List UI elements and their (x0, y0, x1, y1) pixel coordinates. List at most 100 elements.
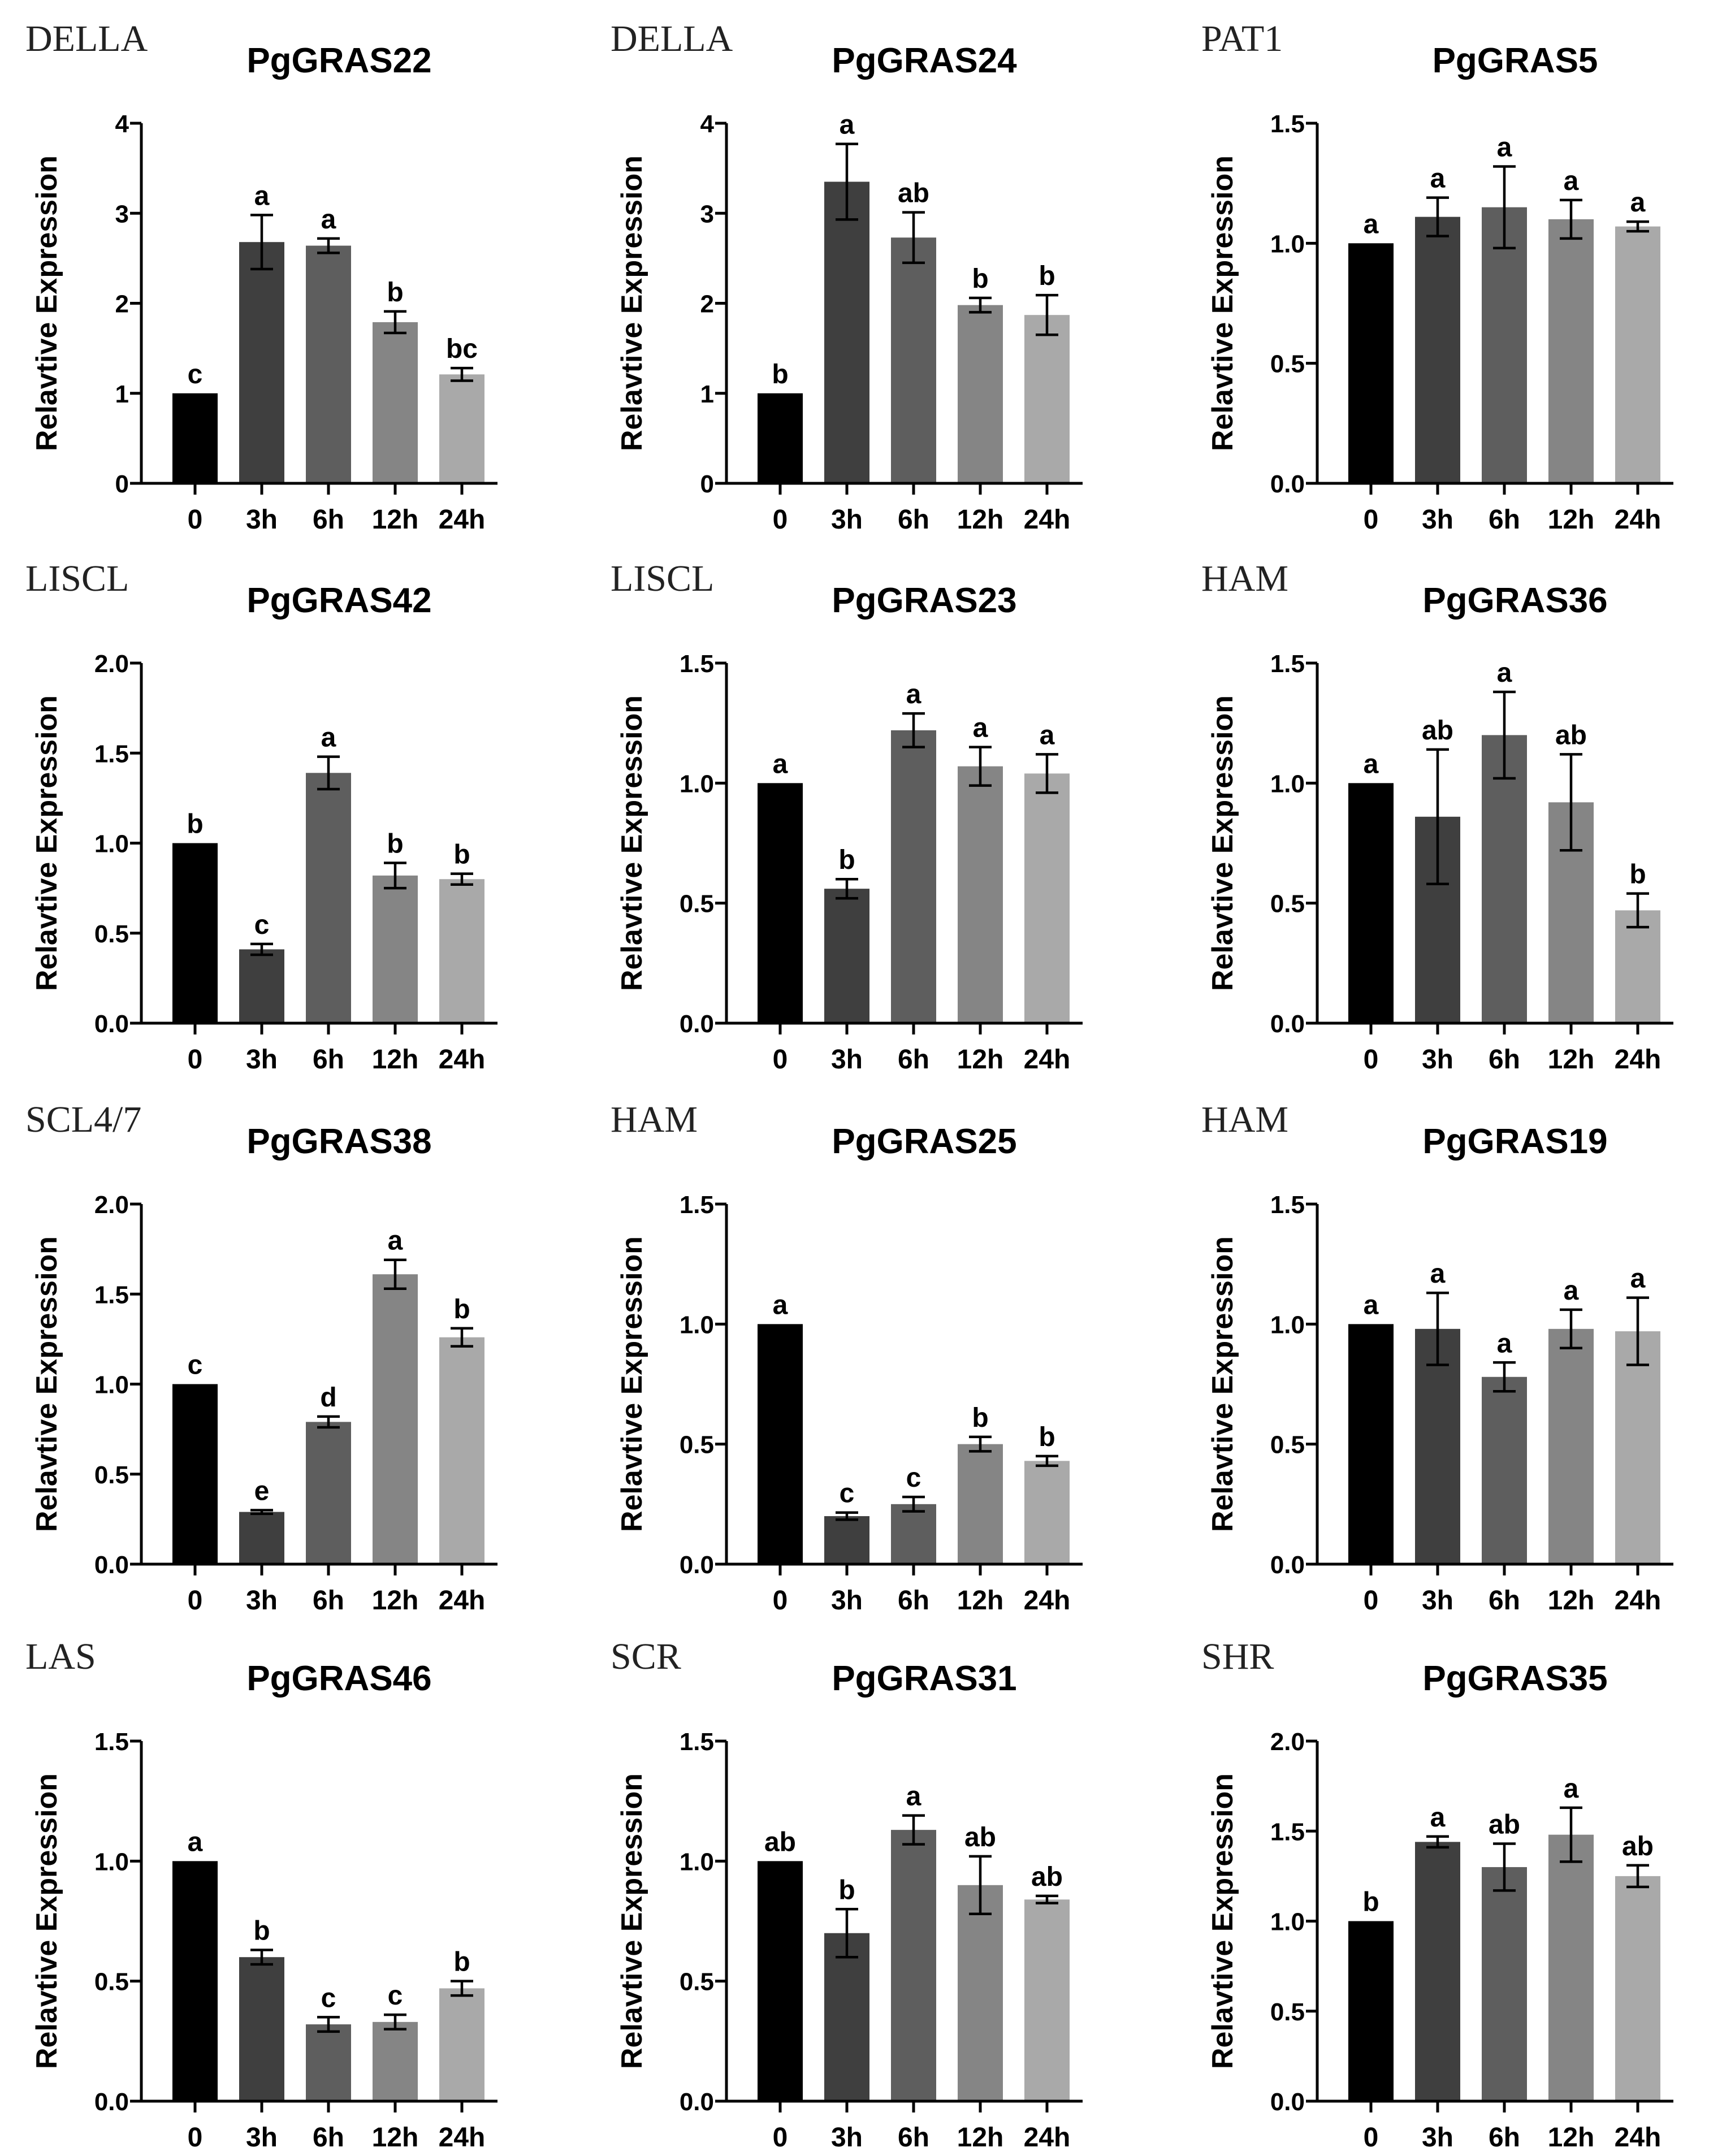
error-bar (836, 877, 858, 900)
bar-6h (306, 773, 351, 1023)
x-tick-label: 6h (1489, 1045, 1520, 1075)
significance-letter: a (388, 1226, 403, 1256)
significance-letter: b (187, 809, 203, 839)
significance-letter: a (906, 1782, 921, 1812)
bar-24h (439, 1988, 484, 2101)
x-tick-label: 0 (1364, 1586, 1379, 1616)
error-bar (250, 942, 273, 956)
significance-letter: b (1039, 261, 1055, 291)
bar-6h (1482, 1867, 1527, 2101)
bar-3h (824, 1516, 869, 1564)
bar-3h (239, 1512, 284, 1564)
bar-3h (239, 949, 284, 1023)
chart-panel-pggras31: SCR PgGRAS31 Relavtive Expression ab 0 b 3h a 6h… (611, 1636, 1083, 2153)
significance-letter: a (1040, 720, 1055, 750)
x-tick-label: 0 (773, 2123, 788, 2153)
chart-title: PgGRAS42 (246, 581, 431, 620)
x-tick-label: 6h (313, 2123, 344, 2153)
error-bar (836, 1511, 858, 1521)
error-bar (1426, 196, 1449, 237)
error-bar (1426, 1835, 1449, 1849)
chart-title: PgGRAS46 (246, 1659, 431, 1698)
significance-letter: c (188, 360, 203, 389)
error-bar (1560, 1806, 1582, 1863)
x-tick-label: 3h (1422, 2123, 1453, 2153)
x-tick-label: 3h (246, 1586, 278, 1616)
y-axis-label: Relavtive Expression (1206, 155, 1239, 451)
y-axis-label: Relavtive Expression (616, 155, 648, 451)
bar-24h (439, 879, 484, 1023)
x-tick-label: 6h (898, 1586, 929, 1616)
bar-12h (1548, 1834, 1594, 2101)
x-tick-label: 6h (1489, 505, 1520, 535)
chart-title: PgGRAS38 (246, 1122, 431, 1161)
x-tick-label: 24h (1615, 2123, 1662, 2153)
chart-panel-pggras19: HAM PgGRAS19 Relavtive Expression a 0 a 3h a 6h a… (1201, 1099, 1673, 1616)
bar-0 (172, 843, 218, 1023)
error-bar (451, 366, 473, 382)
error-bar (1426, 748, 1449, 885)
significance-letter: a (973, 713, 988, 743)
y-tick-label: 0.0 (94, 2088, 129, 2116)
y-tick-label: 1.5 (94, 740, 129, 768)
family-label: HAM (1201, 1099, 1288, 1140)
x-tick-label: 12h (372, 505, 419, 535)
y-tick-label: 2.0 (1270, 1728, 1305, 1756)
chart-panel-pggras42: LISCL PgGRAS42 Relavtive Expression b 0 c 3h a 6… (25, 558, 497, 1075)
bar-12h (958, 1444, 1003, 1564)
y-tick-label: 1.5 (680, 650, 714, 678)
bar-12h (958, 1885, 1003, 2101)
x-tick-label: 24h (1024, 505, 1071, 535)
bar-24h (1024, 315, 1070, 483)
significance-letter: a (188, 1827, 203, 1857)
significance-letter: ab (764, 1827, 796, 1857)
significance-letter: b (838, 845, 855, 875)
chart-panel-pggras24: DELLA PgGRAS24 Relavtive Expression b 0 a 3h ab… (611, 18, 1083, 535)
family-label: HAM (611, 1099, 698, 1140)
significance-letter: b (1629, 860, 1646, 890)
x-tick-label: 24h (1024, 2123, 1071, 2153)
bar-6h (306, 1422, 351, 1564)
x-tick-label: 3h (831, 1586, 863, 1616)
error-bar (451, 1980, 473, 1997)
bar-24h (1615, 226, 1660, 483)
significance-letter: c (254, 910, 270, 940)
y-tick-label: 0.0 (1270, 1551, 1305, 1579)
error-bar (836, 142, 858, 221)
x-tick-label: 6h (898, 1045, 929, 1075)
significance-letter: e (254, 1476, 270, 1506)
y-axis-label: Relavtive Expression (1206, 695, 1239, 991)
y-tick-label: 1.0 (94, 1371, 129, 1399)
panels-grid: DELLA PgGRAS22 Relavtive Expression c 0 a 3h a 6… (25, 18, 1673, 2153)
x-tick-label: 24h (439, 505, 486, 535)
significance-letter: a (321, 205, 336, 235)
significance-letter: c (840, 1479, 855, 1509)
chart-panel-pggras35: SHR PgGRAS35 Relavtive Expression b 0 a 3h ab 6h… (1201, 1636, 1673, 2153)
error-bar (250, 214, 273, 271)
y-tick-label: 0 (700, 470, 714, 498)
family-label: LISCL (611, 558, 714, 599)
bar-0 (758, 783, 803, 1023)
bar-24h (1024, 1899, 1070, 2101)
x-tick-label: 24h (439, 1586, 486, 1616)
y-tick-label: 1.5 (680, 1728, 714, 1756)
y-tick-label: 0.0 (680, 1551, 714, 1579)
y-tick-label: 1.0 (1270, 230, 1305, 258)
bar-3h (1415, 1328, 1460, 1564)
y-tick-label: 0.0 (680, 2088, 714, 2116)
bar-24h (1024, 1461, 1070, 1564)
x-tick-label: 6h (313, 505, 344, 535)
y-tick-label: 1.5 (94, 1281, 129, 1309)
y-axis-label: Relavtive Expression (31, 1236, 63, 1532)
x-tick-label: 6h (313, 1586, 344, 1616)
significance-letter: c (321, 1983, 336, 2013)
error-bar (250, 1949, 273, 1966)
bar-3h (824, 181, 869, 483)
bar-3h (239, 1957, 284, 2101)
x-tick-label: 0 (188, 505, 203, 535)
chart-panel-pggras22: DELLA PgGRAS22 Relavtive Expression c 0 a 3h a 6… (25, 18, 497, 535)
significance-letter: a (1564, 166, 1579, 196)
significance-letter: b (453, 1947, 470, 1977)
x-tick-label: 6h (1489, 2123, 1520, 2153)
